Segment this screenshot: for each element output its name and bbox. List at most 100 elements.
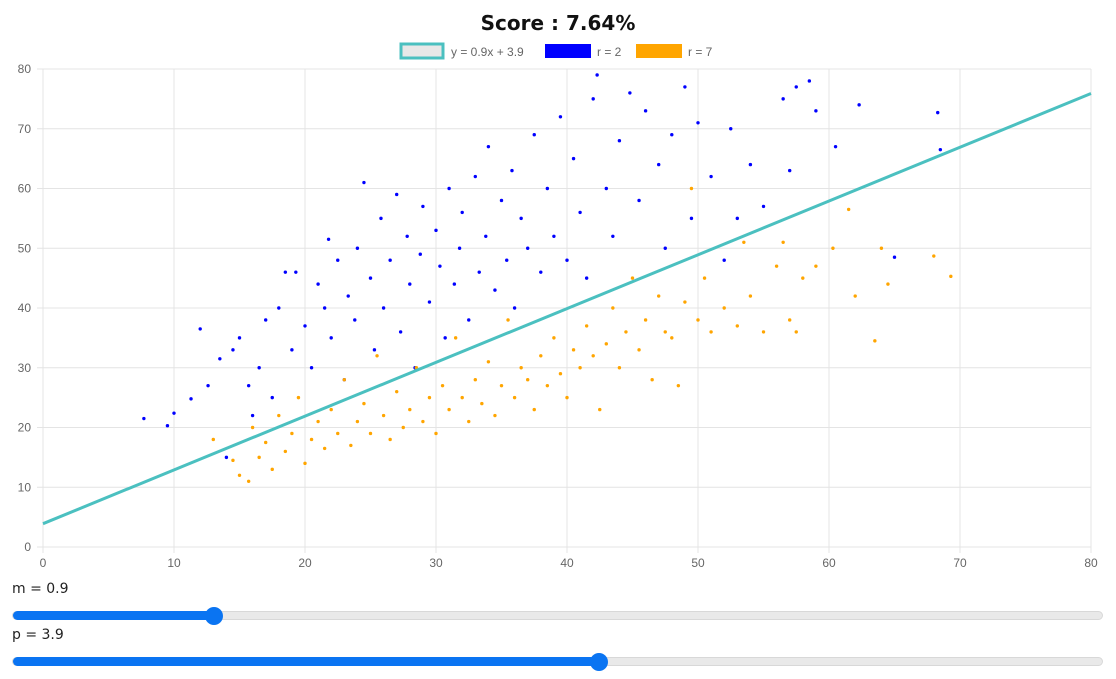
data-point-r7 xyxy=(296,395,301,400)
data-point-r2 xyxy=(395,192,399,197)
x-tick-label: 30 xyxy=(429,556,443,570)
x-tick-label: 20 xyxy=(298,556,312,570)
data-point-r2 xyxy=(565,258,569,262)
data-point-r7 xyxy=(237,473,242,477)
p-slider[interactable] xyxy=(12,653,1103,671)
data-point-r2 xyxy=(709,174,713,179)
x-tick-label: 80 xyxy=(1084,556,1098,570)
data-point-r7 xyxy=(702,276,707,280)
data-point-r2 xyxy=(748,162,753,167)
data-point-r7 xyxy=(794,330,798,334)
data-point-r2 xyxy=(571,156,576,161)
data-point-r2 xyxy=(938,147,943,152)
data-point-r7 xyxy=(434,431,438,436)
data-point-r2 xyxy=(781,97,785,101)
data-point-r7 xyxy=(368,431,373,436)
data-point-r2 xyxy=(558,115,563,119)
data-point-r7 xyxy=(421,419,425,424)
p-slider-label: p = 3.9 xyxy=(12,627,64,643)
data-point-r2 xyxy=(722,258,726,262)
data-point-r7 xyxy=(395,389,399,394)
data-point-r7 xyxy=(637,348,641,352)
x-tick-label: 60 xyxy=(822,556,836,570)
data-point-r2 xyxy=(611,234,615,238)
data-point-r7 xyxy=(375,354,379,358)
data-point-r2 xyxy=(578,210,582,215)
data-point-r2 xyxy=(309,366,314,370)
data-point-r7 xyxy=(663,330,667,334)
data-point-r2 xyxy=(477,270,481,274)
data-point-r2 xyxy=(670,133,674,137)
data-point-r7 xyxy=(676,383,681,388)
data-point-r2 xyxy=(545,186,550,191)
data-point-r7 xyxy=(250,425,255,430)
data-point-r2 xyxy=(447,186,451,191)
m-slider-label: m = 0.9 xyxy=(12,581,69,597)
data-point-r2 xyxy=(512,306,517,310)
data-point-r2 xyxy=(421,204,425,209)
legend-label-line: y = 0.9x + 3.9 xyxy=(451,45,524,59)
data-point-r2 xyxy=(628,91,632,95)
data-point-r7 xyxy=(886,282,890,286)
data-point-r2 xyxy=(381,306,386,310)
data-point-r7 xyxy=(611,306,615,310)
data-point-r7 xyxy=(467,419,471,424)
y-tick-label: 70 xyxy=(18,122,32,136)
data-point-r2 xyxy=(329,336,333,340)
data-point-r2 xyxy=(427,300,432,304)
data-point-r2 xyxy=(591,97,595,101)
data-point-r2 xyxy=(316,282,320,286)
data-point-r2 xyxy=(663,246,667,250)
data-point-r2 xyxy=(198,327,202,331)
data-point-r7 xyxy=(617,366,622,370)
data-point-r7 xyxy=(949,274,953,279)
data-point-r7 xyxy=(657,294,661,298)
data-point-r7 xyxy=(231,458,235,463)
data-point-r2 xyxy=(493,288,497,292)
y-tick-label: 10 xyxy=(18,480,32,494)
data-point-r7 xyxy=(211,437,215,442)
data-point-r2 xyxy=(683,85,687,89)
y-tick-label: 20 xyxy=(18,421,32,435)
data-point-r2 xyxy=(457,246,462,250)
x-tick-label: 40 xyxy=(560,556,574,570)
data-point-r7 xyxy=(329,407,333,412)
data-point-r2 xyxy=(452,282,457,286)
data-point-r7 xyxy=(558,372,563,376)
data-point-r7 xyxy=(643,318,648,322)
data-point-r7 xyxy=(349,443,353,448)
data-point-r2 xyxy=(735,216,739,221)
data-point-r2 xyxy=(604,186,608,191)
data-point-r2 xyxy=(460,210,464,215)
data-point-r2 xyxy=(189,397,193,401)
data-point-r2 xyxy=(346,294,350,298)
data-point-r7 xyxy=(761,330,766,334)
data-point-r7 xyxy=(316,419,320,424)
data-point-r2 xyxy=(379,216,383,221)
data-point-r7 xyxy=(362,401,366,406)
y-tick-label: 50 xyxy=(18,241,32,255)
data-point-r7 xyxy=(401,425,405,430)
data-point-r2 xyxy=(290,348,294,352)
p-slider-thumb[interactable] xyxy=(589,653,608,671)
data-point-r7 xyxy=(447,407,451,412)
data-point-r7 xyxy=(591,354,595,358)
data-point-r2 xyxy=(486,144,491,149)
data-point-r2 xyxy=(165,424,170,428)
m-slider[interactable] xyxy=(12,607,1103,625)
data-point-r2 xyxy=(434,228,438,233)
y-tick-label: 40 xyxy=(18,301,32,315)
data-point-r7 xyxy=(722,306,726,310)
m-slider-fill xyxy=(13,611,215,620)
data-point-r2 xyxy=(617,139,622,143)
data-point-r7 xyxy=(709,330,713,334)
m-slider-thumb[interactable] xyxy=(205,607,224,625)
data-point-r7 xyxy=(735,324,739,328)
legend-swatch-r2 xyxy=(545,44,591,58)
data-point-r7 xyxy=(336,431,340,436)
data-point-r7 xyxy=(846,207,851,212)
data-point-r7 xyxy=(565,395,569,400)
data-point-r2 xyxy=(336,258,340,262)
data-point-r2 xyxy=(270,395,274,400)
data-point-r7 xyxy=(801,276,805,280)
